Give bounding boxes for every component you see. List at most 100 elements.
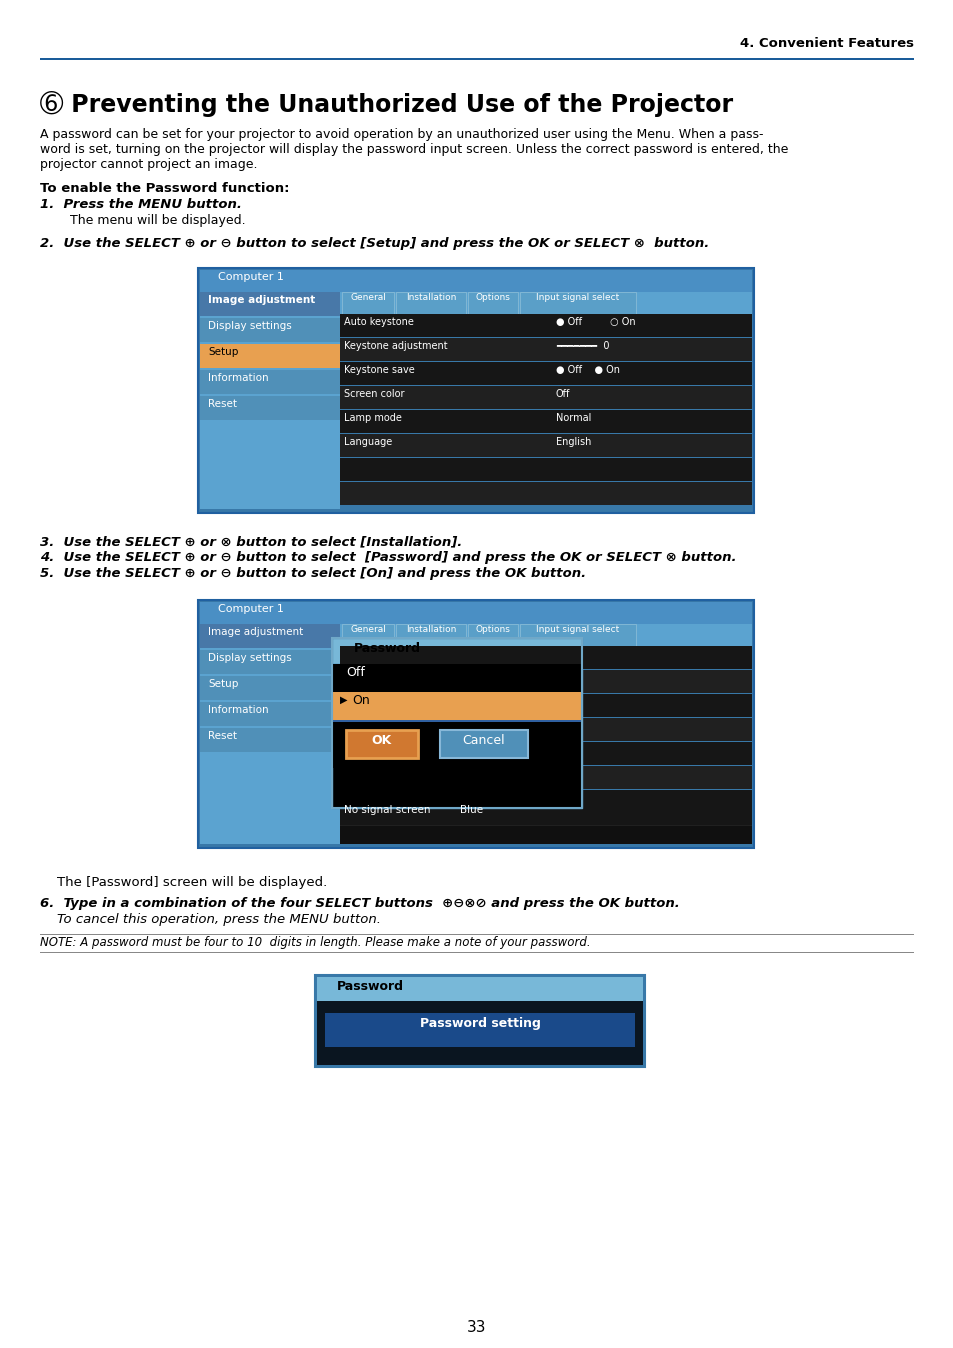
Bar bbox=[332, 665, 581, 692]
Text: On: On bbox=[352, 694, 370, 706]
Bar bbox=[339, 483, 751, 506]
Text: English: English bbox=[556, 437, 591, 448]
Text: Lamp mode: Lamp mode bbox=[344, 412, 401, 423]
Bar bbox=[316, 977, 642, 1002]
Text: Information: Information bbox=[208, 705, 269, 714]
Bar bbox=[346, 731, 417, 758]
Text: Setup: Setup bbox=[208, 346, 238, 357]
Text: ● Off         ○ On: ● Off ○ On bbox=[556, 317, 635, 328]
Bar bbox=[200, 270, 751, 293]
Text: Password: Password bbox=[354, 642, 420, 655]
Text: Installation: Installation bbox=[405, 293, 456, 302]
Text: Auto keystone: Auto keystone bbox=[344, 317, 414, 328]
Bar bbox=[200, 344, 339, 368]
Text: Installation: Installation bbox=[405, 625, 456, 634]
Bar bbox=[519, 293, 636, 314]
Text: projector cannot project an image.: projector cannot project an image. bbox=[40, 158, 257, 171]
Bar bbox=[198, 268, 753, 514]
Bar bbox=[332, 723, 581, 768]
Text: 5.  Use the SELECT ⊕ or ⊖ button to select [On] and press the OK button.: 5. Use the SELECT ⊕ or ⊖ button to selec… bbox=[40, 568, 585, 580]
Text: Off: Off bbox=[556, 390, 570, 399]
Bar bbox=[339, 410, 751, 433]
Text: To cancel this operation, press the MENU button.: To cancel this operation, press the MENU… bbox=[40, 913, 380, 926]
Text: Image adjustment: Image adjustment bbox=[208, 627, 303, 638]
Text: Options: Options bbox=[475, 293, 510, 302]
Text: OK: OK bbox=[372, 735, 392, 747]
Bar bbox=[339, 386, 751, 408]
Bar bbox=[200, 624, 339, 844]
Text: Off: Off bbox=[346, 666, 364, 679]
Text: Input signal select: Input signal select bbox=[536, 625, 619, 634]
Text: 1.  Press the MENU button.: 1. Press the MENU button. bbox=[40, 198, 242, 212]
Bar bbox=[200, 702, 339, 727]
Text: Normal: Normal bbox=[556, 412, 591, 423]
Text: Computer 1: Computer 1 bbox=[218, 604, 284, 613]
Bar bbox=[339, 826, 751, 844]
Bar bbox=[339, 434, 751, 457]
Text: General: General bbox=[350, 625, 386, 634]
Bar bbox=[339, 741, 751, 766]
Bar bbox=[200, 624, 339, 648]
Bar bbox=[339, 790, 751, 813]
Bar bbox=[200, 603, 751, 624]
Bar bbox=[339, 766, 751, 789]
Text: Display settings: Display settings bbox=[208, 321, 292, 332]
Text: Reset: Reset bbox=[208, 731, 236, 741]
Bar bbox=[519, 624, 636, 646]
Bar bbox=[40, 58, 913, 59]
Text: Options: Options bbox=[475, 625, 510, 634]
Bar bbox=[200, 369, 339, 394]
Bar bbox=[200, 293, 339, 315]
Text: To enable the Password function:: To enable the Password function: bbox=[40, 182, 289, 195]
Bar bbox=[332, 665, 581, 807]
Bar bbox=[316, 1002, 642, 1065]
Text: 33: 33 bbox=[467, 1320, 486, 1335]
Bar bbox=[339, 802, 751, 825]
Bar bbox=[200, 675, 339, 700]
Bar bbox=[314, 975, 644, 1068]
Bar bbox=[332, 638, 581, 807]
Text: 4.  Use the SELECT ⊕ or ⊖ button to select  [Password] and press the OK or SELEC: 4. Use the SELECT ⊕ or ⊖ button to selec… bbox=[40, 551, 736, 563]
Text: 4. Convenient Features: 4. Convenient Features bbox=[740, 36, 913, 50]
Text: Password setting: Password setting bbox=[419, 1016, 539, 1030]
Bar bbox=[200, 650, 339, 674]
Text: Cancel: Cancel bbox=[462, 735, 505, 747]
Bar bbox=[341, 293, 394, 314]
Bar bbox=[198, 600, 753, 848]
Bar bbox=[200, 318, 339, 342]
Text: Blue: Blue bbox=[459, 805, 482, 816]
Text: ● Off    ● On: ● Off ● On bbox=[556, 365, 619, 375]
Text: No signal screen: No signal screen bbox=[344, 805, 430, 816]
Text: Language: Language bbox=[344, 437, 392, 448]
Bar bbox=[200, 728, 339, 752]
Text: Keystone adjustment: Keystone adjustment bbox=[344, 341, 447, 350]
Text: Screen color: Screen color bbox=[344, 390, 404, 399]
Bar bbox=[332, 720, 581, 723]
Text: The menu will be displayed.: The menu will be displayed. bbox=[70, 214, 245, 226]
Text: General: General bbox=[350, 293, 386, 302]
Bar bbox=[439, 731, 527, 758]
Text: Display settings: Display settings bbox=[208, 652, 292, 663]
Bar bbox=[200, 396, 339, 421]
Text: A password can be set for your projector to avoid operation by an unauthorized u: A password can be set for your projector… bbox=[40, 128, 762, 142]
Bar bbox=[325, 1012, 635, 1047]
Text: ➅: ➅ bbox=[40, 92, 63, 119]
Bar bbox=[339, 718, 751, 741]
Bar bbox=[339, 314, 751, 337]
Bar bbox=[395, 624, 465, 646]
Bar bbox=[339, 694, 751, 717]
Text: Information: Information bbox=[208, 373, 269, 383]
Text: word is set, turning on the projector will display the password input screen. Un: word is set, turning on the projector wi… bbox=[40, 143, 787, 156]
Bar bbox=[468, 293, 517, 314]
Bar bbox=[339, 293, 751, 314]
Text: 2.  Use the SELECT ⊕ or ⊖ button to select [Setup] and press the OK or SELECT ⊗ : 2. Use the SELECT ⊕ or ⊖ button to selec… bbox=[40, 237, 708, 249]
Bar bbox=[341, 624, 394, 646]
Text: Password: Password bbox=[336, 980, 403, 993]
Bar bbox=[339, 624, 751, 646]
Bar bbox=[339, 646, 751, 669]
Text: ▶: ▶ bbox=[339, 696, 347, 705]
Text: The [Password] screen will be displayed.: The [Password] screen will be displayed. bbox=[40, 876, 327, 888]
Text: Computer 1: Computer 1 bbox=[218, 272, 284, 282]
Text: ━━━━━━━  0: ━━━━━━━ 0 bbox=[556, 341, 609, 350]
Bar bbox=[339, 363, 751, 386]
